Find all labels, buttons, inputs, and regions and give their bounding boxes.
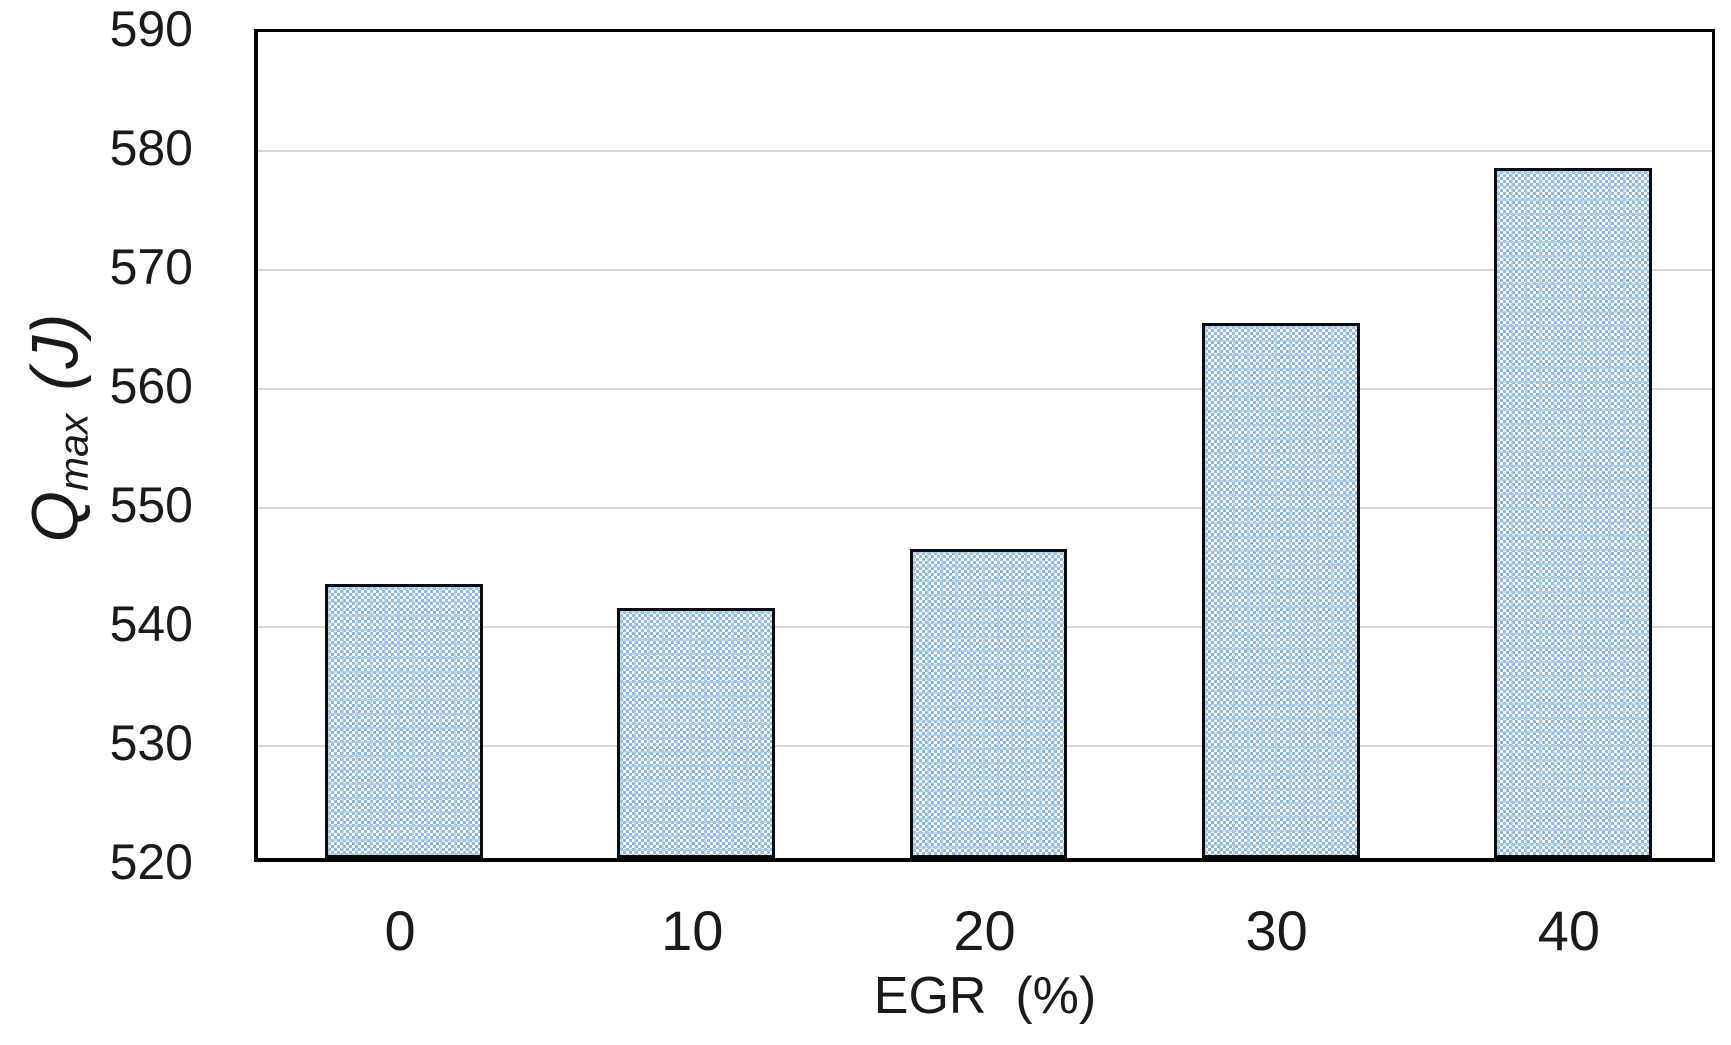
- x-tick-label-20: 20: [953, 899, 1016, 962]
- x-tick-label-0: 0: [384, 899, 416, 962]
- bar-egr-40: [1494, 167, 1652, 858]
- y-tick-label-560: 560: [109, 358, 193, 414]
- gridline-550: [258, 507, 1712, 509]
- gridline-580: [258, 150, 1712, 152]
- y-tick-label-570: 570: [109, 239, 193, 295]
- y-tick-label-530: 530: [109, 715, 193, 771]
- x-axis-label: EGR (%): [873, 967, 1097, 1025]
- x-tick-label-10: 10: [661, 899, 724, 962]
- gridline-570: [258, 269, 1712, 271]
- bar-egr-10: [617, 608, 776, 858]
- bar-egr-20: [909, 548, 1068, 858]
- plot-area: [254, 29, 1715, 862]
- x-tick-label-40: 40: [1537, 899, 1601, 962]
- bar-egr-30: [1201, 322, 1360, 858]
- y-tick-label-590: 590: [109, 1, 193, 57]
- x-tick-label-30: 30: [1245, 899, 1308, 962]
- bar-egr-0: [325, 584, 483, 858]
- y-tick-label-550: 550: [109, 477, 193, 533]
- gridline-560: [258, 388, 1712, 390]
- y-tick-label-520: 520: [109, 834, 193, 890]
- y-tick-label-540: 540: [109, 596, 193, 652]
- y-tick-label-580: 580: [109, 120, 193, 176]
